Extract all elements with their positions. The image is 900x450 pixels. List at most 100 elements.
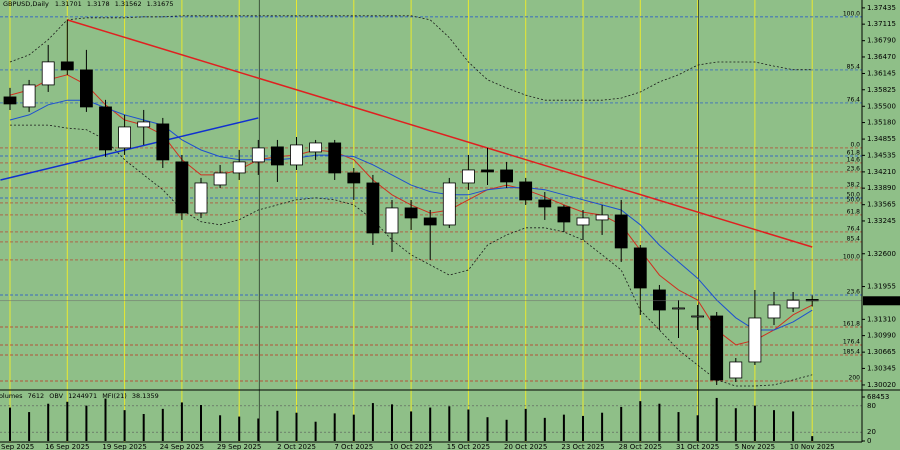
y-tick-label: 1.37435 (867, 4, 896, 12)
y-tick-label: 1.32600 (867, 250, 896, 258)
volume-bar (562, 414, 565, 441)
high-reading: 1.3178 (87, 0, 110, 8)
volume-bar (276, 410, 279, 441)
candle-body (767, 304, 781, 319)
level-label: 23.6 (847, 165, 861, 172)
x-tick-label: 31 Oct 2025 (676, 443, 719, 450)
symbol: GBPUSD,Daily (3, 0, 49, 8)
indicator-name: MFI(21) (102, 392, 127, 400)
candle-body (22, 84, 36, 108)
candle-body (137, 121, 151, 128)
level-label: 176.4 (843, 338, 860, 345)
y-tick-label: 1.34855 (867, 135, 896, 143)
volume-bar (200, 405, 202, 441)
candle-body (309, 142, 323, 153)
x-tick-label: 2 Oct 2025 (277, 443, 316, 450)
y-tick-label: 1.33565 (867, 201, 896, 209)
level-label: 85.4 (847, 63, 861, 70)
indicator-reading: 38.1359 (132, 392, 159, 400)
candle-body (576, 217, 590, 226)
volume-bar (601, 412, 604, 441)
x-tick-label: 10 Nov 2025 (790, 443, 835, 450)
volume-bar (391, 404, 393, 441)
price-axis-bg (862, 0, 900, 442)
y-tick-label: 1.30345 (867, 364, 896, 372)
level-label: 100.0 (843, 253, 860, 260)
candle-body (691, 315, 704, 318)
volume-bar (238, 416, 241, 441)
candle-body (614, 214, 628, 249)
candle-body (633, 247, 647, 289)
y-tick-label: 1.35825 (867, 86, 896, 94)
volume-bar (257, 418, 260, 441)
volume-bar (524, 408, 527, 441)
candle-body (595, 214, 609, 221)
x-tick-label: 24 Sep 2025 (160, 443, 204, 450)
y-tick-label: 1.37115 (867, 20, 896, 28)
candle-body (538, 199, 552, 208)
y-tick-label: 1.30665 (867, 348, 896, 356)
volume-bar (219, 415, 222, 441)
candle-body (60, 61, 74, 71)
level-label: 0.0 (850, 141, 860, 148)
trend-line (67, 19, 813, 248)
volume-bar (161, 408, 164, 441)
x-tick-label: 15 Oct 2025 (447, 443, 490, 450)
level-label: 61.8 (847, 149, 861, 156)
volume-bar (448, 406, 451, 441)
close-reading: 1.31675 (147, 0, 174, 8)
candle-body (423, 217, 437, 226)
indicator-tick-label: 0 (867, 437, 871, 445)
volume-bar (28, 412, 31, 441)
candle-body (194, 182, 208, 214)
y-tick-label: 1.36470 (867, 53, 896, 61)
x-tick-label: 20 Oct 2025 (504, 443, 547, 450)
candle-body (385, 207, 399, 234)
indicator-tick-label: 80 (867, 402, 876, 410)
y-tick-label: 1.36145 (867, 69, 896, 77)
y-tick-label: 1.33245 (867, 217, 896, 225)
level-label: 38.2 (847, 181, 861, 188)
x-tick-label: 23 Oct 2025 (561, 443, 604, 450)
volume-bar (142, 414, 145, 441)
x-tick-label: 5 Nov 2025 (735, 443, 775, 450)
indicator-tick-label: 20 (867, 428, 876, 436)
candle-body (290, 144, 303, 166)
volume-bar (543, 417, 546, 441)
volume-bar (505, 419, 508, 441)
y-tick-label: 1.31955 (867, 283, 896, 291)
y-tick-label: 1.35500 (867, 102, 896, 110)
candle-body (347, 172, 361, 184)
volume-bar (715, 397, 718, 441)
volume-bar (410, 411, 413, 441)
volume-bar (658, 403, 661, 441)
level-label: 61.8 (847, 208, 861, 215)
volume-bar (811, 436, 814, 441)
candle-body (729, 361, 743, 379)
candle-body (270, 146, 284, 166)
candle-body (461, 169, 475, 184)
open-reading: 1.31701 (55, 0, 82, 8)
level-label: 23.6 (847, 288, 861, 295)
volume-bar (677, 412, 680, 441)
candle-body (175, 161, 189, 214)
candle-body (672, 307, 685, 310)
volume-bar (371, 403, 374, 441)
low-reading: 1.31562 (115, 0, 142, 8)
candle-body (519, 181, 533, 201)
volume-bar (66, 401, 69, 441)
candle-body (99, 106, 112, 151)
indicator-line (9, 15, 813, 101)
indicator-label: Volumes 7612 OBV 1244971 MFI(21) 38.1359 (0, 392, 159, 400)
candle-body (251, 147, 265, 163)
volume-bar (753, 405, 756, 441)
header: GBPUSD,Daily 1.31701 1.3178 1.31562 1.31… (3, 0, 174, 8)
y-tick-label: 1.30990 (867, 332, 896, 340)
volume-bar (734, 408, 737, 441)
volume-bar (429, 407, 432, 441)
candle-body (213, 172, 227, 186)
plot-layer: 100.085.476.40.061.814.623.638.250.050.0… (0, 10, 862, 441)
volume-bar (123, 410, 126, 441)
y-tick-label: 1.33890 (867, 184, 896, 192)
